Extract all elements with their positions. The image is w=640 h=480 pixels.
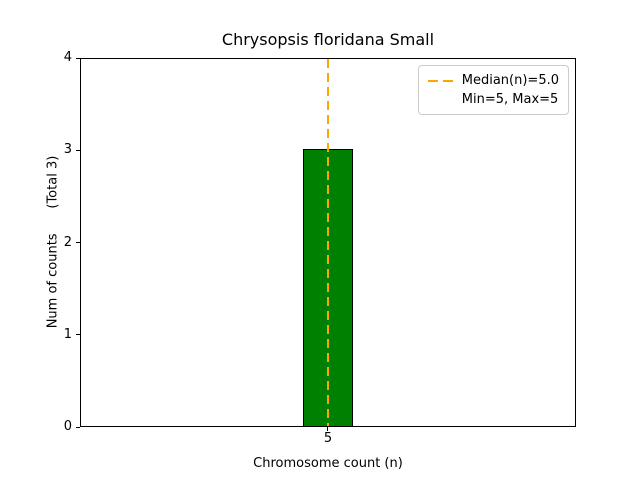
y-tick-mark — [76, 57, 80, 59]
x-tick-label: 5 — [323, 431, 333, 446]
chart-title: Chrysopsis floridana Small — [221, 30, 435, 49]
legend-entry-minmax: Min=5, Max=5 — [428, 90, 559, 109]
y-tick-mark — [76, 149, 80, 151]
legend: Median(n)=5.0 Min=5, Max=5 — [417, 65, 569, 115]
legend-entry-median: Median(n)=5.0 — [427, 71, 559, 90]
median-line — [327, 59, 329, 426]
y-tick-mark — [76, 334, 80, 336]
y-tick-mark — [76, 242, 80, 243]
empty-legend-marker — [428, 99, 455, 101]
x-axis-label: Chromosome count (n) — [253, 456, 403, 471]
dashed-line-icon — [427, 79, 455, 82]
y-tick-label-2: 2 — [63, 234, 72, 250]
plot-area: Median(n)=5.0 Min=5, Max=5 — [80, 58, 576, 427]
x-tick-mark — [327, 427, 328, 431]
legend-label-median: Median(n)=5.0 — [461, 73, 559, 88]
y-tick-label-1: 1 — [63, 326, 72, 342]
y-tick-label-4: 4 — [63, 50, 72, 65]
y-tick-mark — [76, 426, 80, 428]
y-tick-label-0: 0 — [63, 419, 72, 434]
legend-label-minmax: Min=5, Max=5 — [461, 92, 559, 107]
y-tick-label-3: 3 — [63, 142, 72, 158]
